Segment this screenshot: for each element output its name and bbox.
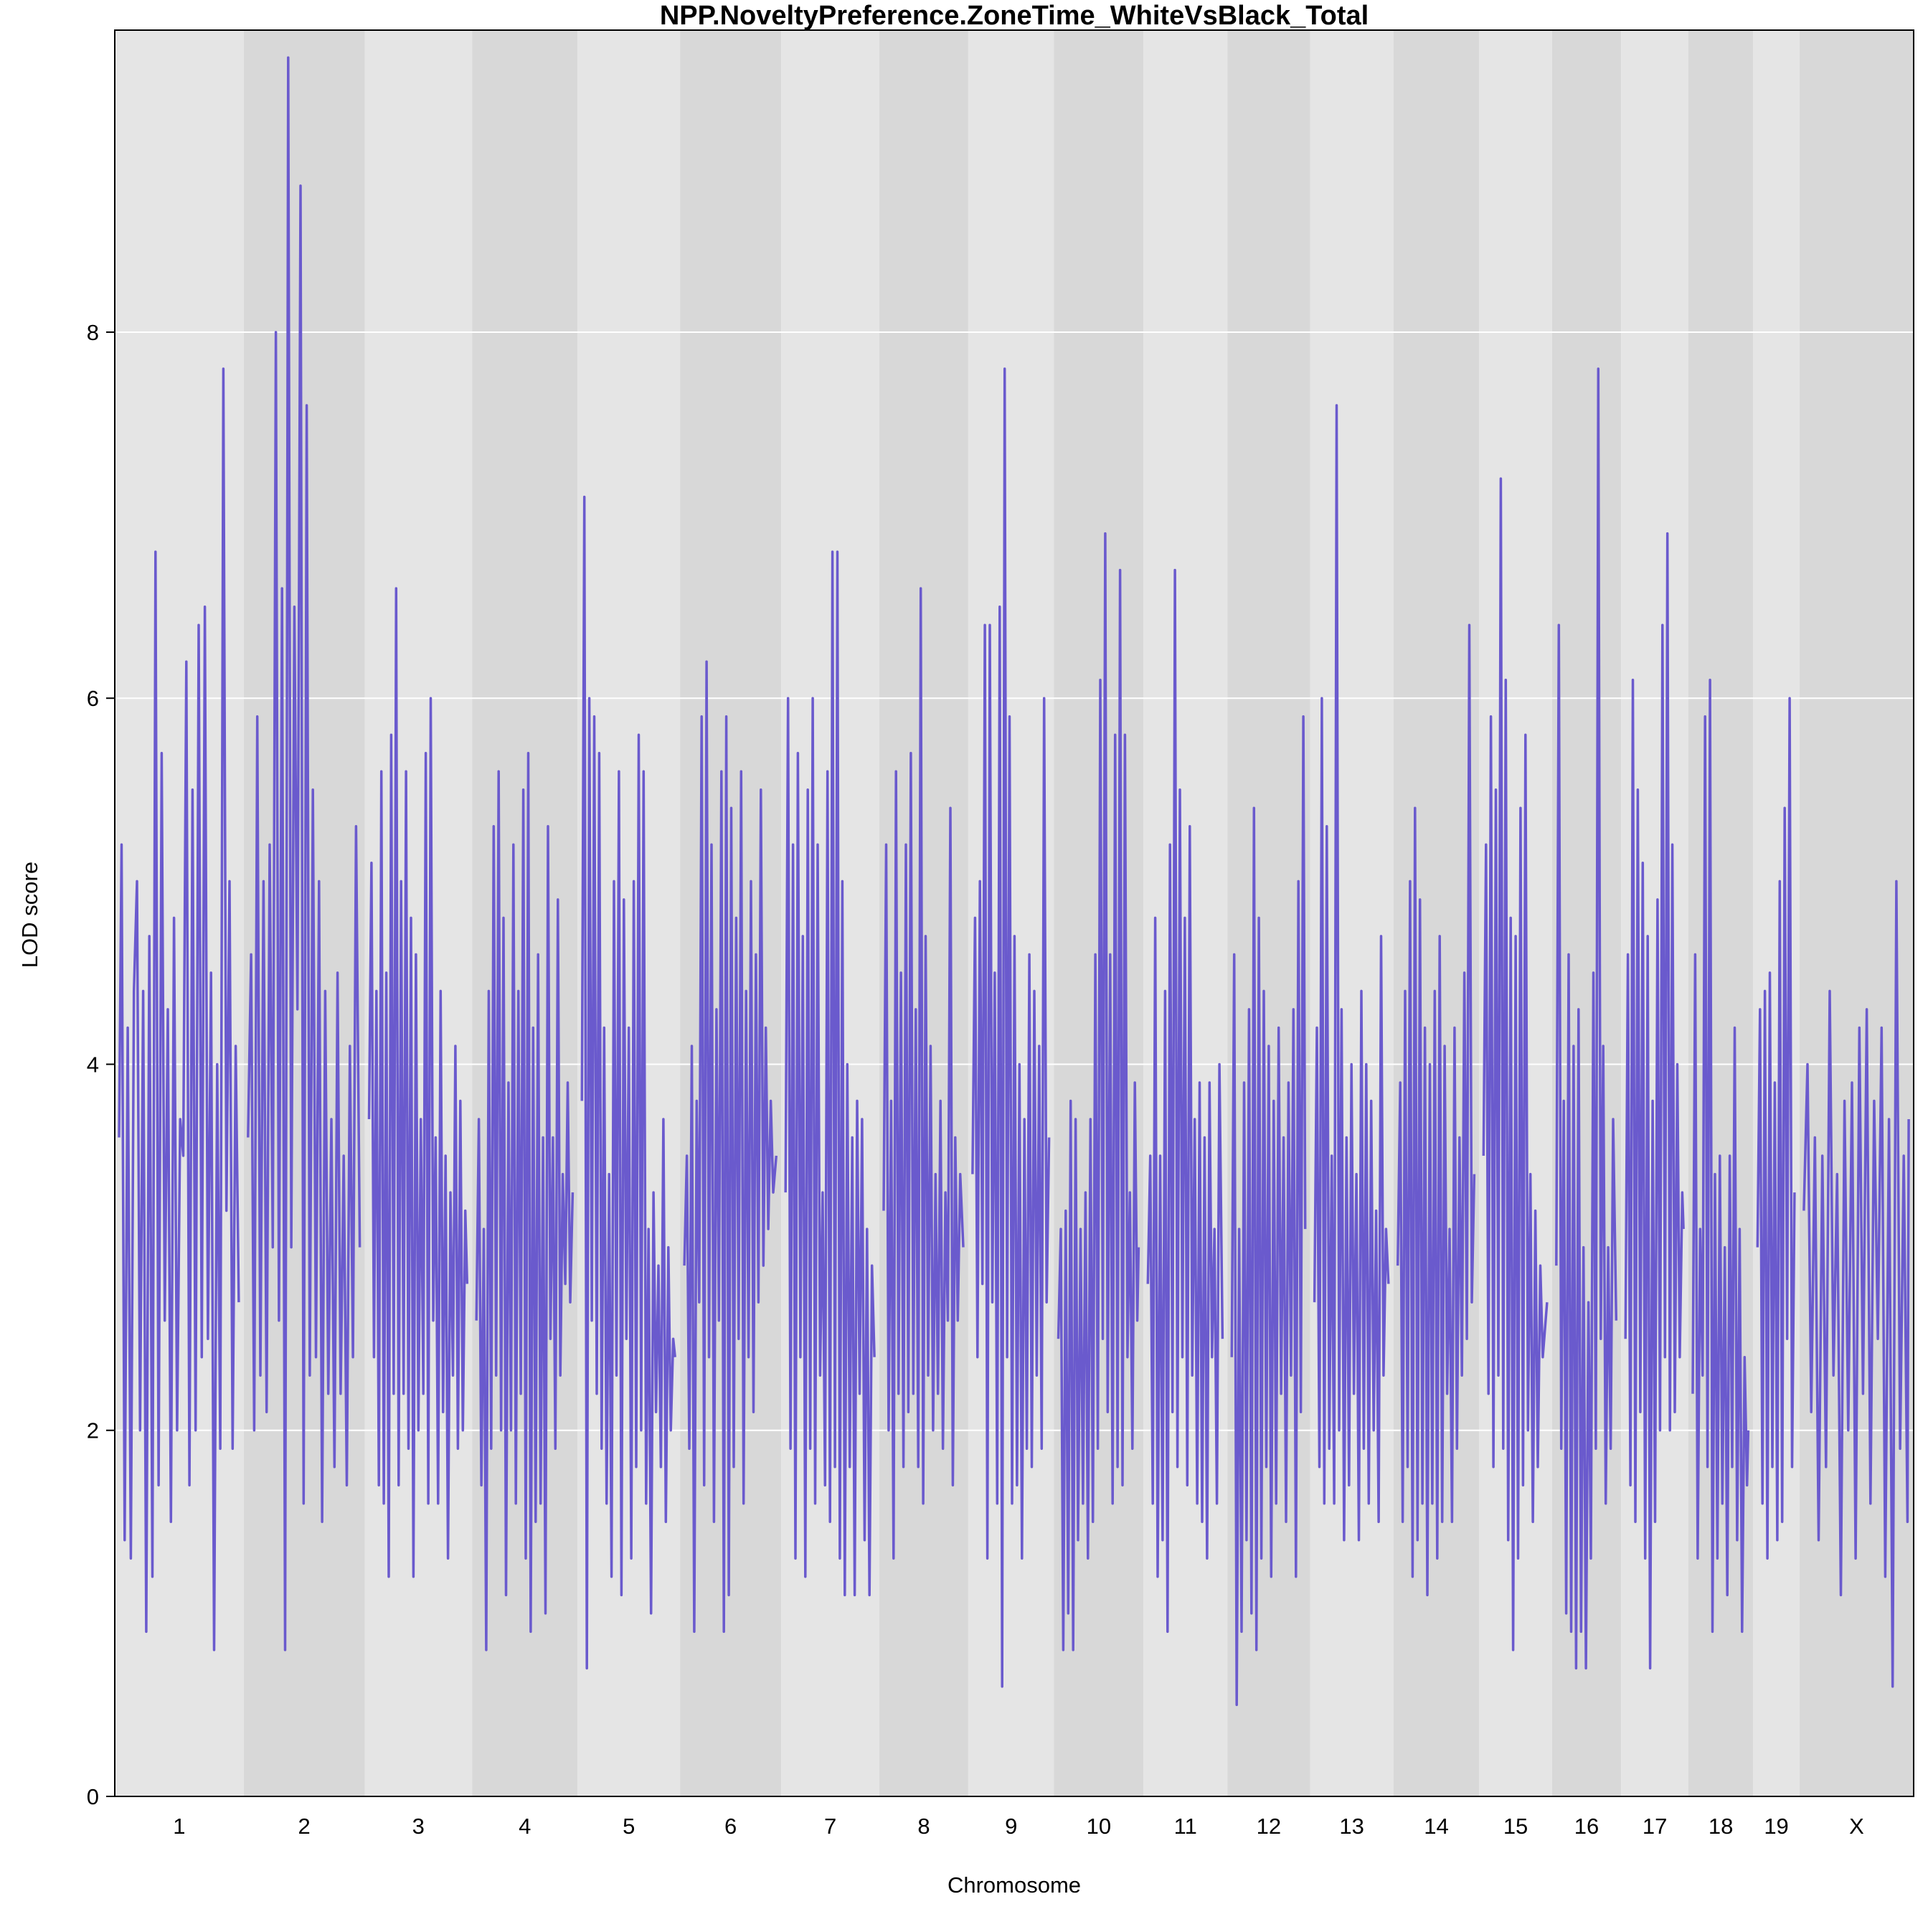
lod-line-chr-10 — [1057, 532, 1140, 1651]
lod-line-chr-X — [1802, 880, 1910, 1688]
x-tick-label: 2 — [298, 1814, 311, 1839]
lod-line-chr-2 — [247, 56, 362, 1651]
y-axis: 0 2 4 6 8 — [87, 320, 115, 1809]
lod-line-chr-18 — [1691, 678, 1750, 1634]
x-tick-label: 12 — [1257, 1814, 1281, 1839]
x-tick-label: 9 — [1005, 1814, 1017, 1839]
lod-line-chr-7 — [784, 550, 876, 1597]
chart-title: NPP.NoveltyPreference.ZoneTime_WhiteVsBl… — [660, 1, 1369, 31]
x-tick-label: 7 — [824, 1814, 836, 1839]
lod-line-chr-5 — [580, 495, 676, 1670]
x-tick-label: 6 — [724, 1814, 737, 1839]
x-tick-label: 16 — [1574, 1814, 1599, 1839]
lod-line-chr-16 — [1555, 367, 1618, 1670]
x-tick-label: 1 — [173, 1814, 185, 1839]
x-tick-label: 15 — [1503, 1814, 1528, 1839]
lod-line-chr-1 — [118, 367, 240, 1651]
y-tick-label: 6 — [87, 686, 99, 711]
lod-line-chr-8 — [882, 587, 965, 1560]
x-axis: 1 2 3 4 5 6 7 8 9 10 11 12 13 14 15 16 17 18 19 X — [173, 1814, 1864, 1839]
x-tick-label: 11 — [1174, 1814, 1197, 1839]
lod-line-chr-13 — [1313, 404, 1390, 1542]
chromosome-band — [1143, 30, 1228, 1796]
x-tick-label: X — [1849, 1814, 1864, 1839]
lod-line-chr-17 — [1624, 532, 1685, 1670]
x-tick-label: 14 — [1424, 1814, 1448, 1839]
lod-line-chr-14 — [1396, 623, 1476, 1597]
lod-line-chr-9 — [971, 367, 1051, 1688]
x-axis-label: Chromosome — [948, 1872, 1081, 1898]
lod-series — [118, 56, 1910, 1707]
x-tick-label: 18 — [1709, 1814, 1733, 1839]
x-tick-label: 8 — [917, 1814, 930, 1839]
lod-line-chr-12 — [1230, 715, 1307, 1707]
y-axis-label: LOD score — [17, 862, 42, 968]
x-tick-label: 4 — [519, 1814, 531, 1839]
x-tick-label: 17 — [1643, 1814, 1667, 1839]
y-tick-label: 8 — [87, 320, 99, 345]
lod-line-chr-15 — [1482, 477, 1549, 1651]
x-tick-label: 10 — [1087, 1814, 1111, 1839]
y-tick-label: 4 — [87, 1052, 99, 1077]
y-tick-label: 0 — [87, 1784, 99, 1809]
plot-frame — [114, 29, 1914, 1797]
lod-line-chr-11 — [1146, 568, 1224, 1634]
lod-line-chr-19 — [1756, 697, 1796, 1560]
x-tick-label: 13 — [1339, 1814, 1364, 1839]
x-tick-label: 5 — [623, 1814, 635, 1839]
lod-line-chr-6 — [683, 660, 778, 1634]
lod-line-chr-3 — [367, 587, 469, 1578]
x-tick-label: 3 — [412, 1814, 425, 1839]
y-tick-label: 2 — [87, 1418, 99, 1443]
x-tick-label: 19 — [1764, 1814, 1788, 1839]
lod-line-chr-4 — [475, 752, 575, 1651]
